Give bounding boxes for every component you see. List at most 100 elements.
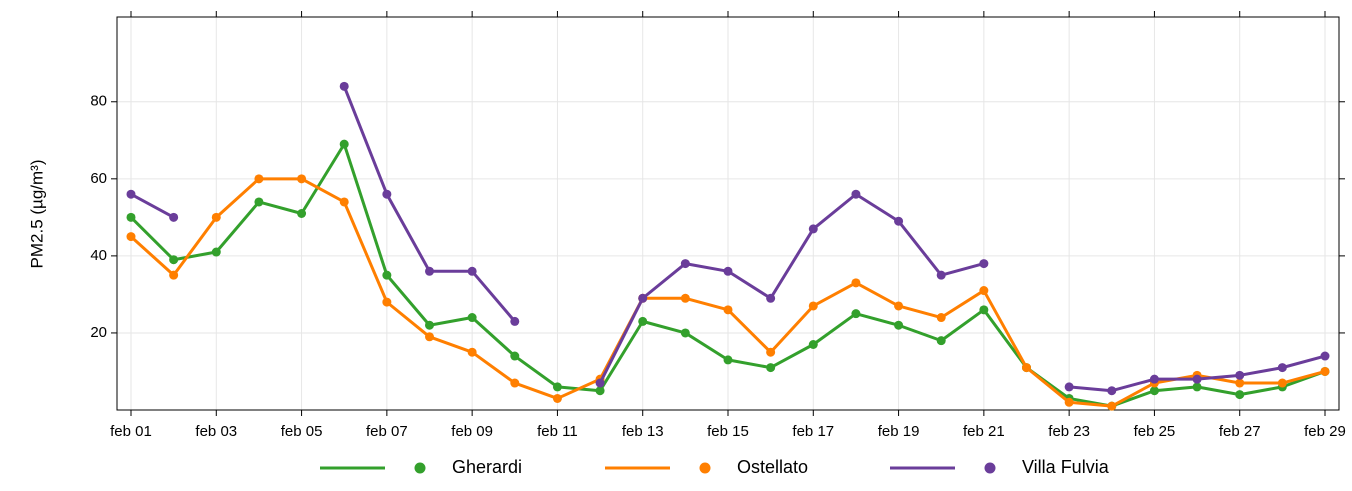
data-point bbox=[1235, 390, 1245, 400]
data-point bbox=[723, 355, 733, 365]
data-point bbox=[851, 278, 861, 288]
x-tick-label: feb 03 bbox=[195, 423, 237, 440]
data-point bbox=[254, 197, 264, 207]
data-point bbox=[1064, 397, 1074, 407]
data-point bbox=[297, 174, 307, 184]
data-point bbox=[211, 247, 221, 257]
data-point bbox=[894, 320, 904, 330]
data-point bbox=[1235, 370, 1245, 380]
data-point bbox=[467, 266, 477, 276]
data-point bbox=[254, 174, 264, 184]
data-point bbox=[894, 301, 904, 311]
x-tick-label: feb 01 bbox=[110, 423, 152, 440]
data-point bbox=[894, 216, 904, 226]
data-point bbox=[936, 313, 946, 323]
data-point bbox=[766, 363, 776, 373]
data-point bbox=[638, 316, 648, 326]
data-point bbox=[808, 340, 818, 349]
data-point bbox=[1107, 386, 1117, 396]
data-point bbox=[979, 305, 989, 315]
data-point bbox=[936, 270, 946, 280]
data-point bbox=[766, 293, 776, 303]
data-point bbox=[552, 393, 562, 403]
data-point bbox=[1064, 382, 1074, 392]
data-point bbox=[510, 316, 520, 326]
data-point bbox=[723, 305, 733, 315]
x-tick-label: feb 29 bbox=[1304, 423, 1346, 440]
x-tick-label: feb 13 bbox=[622, 423, 664, 440]
data-point bbox=[552, 382, 562, 392]
data-point bbox=[680, 259, 690, 269]
data-point bbox=[851, 309, 861, 319]
data-point bbox=[1192, 382, 1202, 392]
data-point bbox=[339, 81, 349, 91]
data-point bbox=[808, 301, 818, 311]
data-point bbox=[382, 189, 392, 199]
x-tick-label: feb 21 bbox=[963, 423, 1005, 440]
data-point bbox=[1235, 378, 1245, 388]
data-point bbox=[339, 139, 349, 149]
x-tick-label: feb 15 bbox=[707, 423, 749, 440]
data-point bbox=[1107, 401, 1117, 411]
data-point bbox=[1022, 363, 1031, 373]
x-tick-label: feb 25 bbox=[1134, 423, 1176, 440]
data-point bbox=[979, 259, 989, 269]
data-point bbox=[723, 266, 733, 276]
x-tick-label: feb 23 bbox=[1048, 423, 1090, 440]
data-point bbox=[467, 313, 477, 323]
data-point bbox=[169, 212, 179, 222]
legend-label: Villa Fulvia bbox=[1022, 457, 1110, 477]
data-point bbox=[1320, 366, 1330, 376]
legend-marker bbox=[699, 462, 711, 474]
data-point bbox=[1320, 351, 1330, 361]
y-tick-label: 80 bbox=[90, 93, 107, 110]
y-axis-label: PM2.5 (µg/m³) bbox=[27, 160, 46, 269]
x-tick-label: feb 09 bbox=[451, 423, 493, 440]
legend-marker bbox=[984, 462, 996, 474]
data-point bbox=[510, 378, 520, 388]
y-tick-label: 60 bbox=[90, 170, 107, 187]
legend: Gherardi Ostellato Villa Fulvia bbox=[320, 457, 1110, 477]
data-point bbox=[126, 232, 136, 242]
data-point bbox=[1149, 374, 1159, 384]
data-point bbox=[979, 286, 989, 296]
legend-label: Gherardi bbox=[452, 457, 522, 477]
data-point bbox=[211, 212, 221, 222]
data-point bbox=[425, 332, 434, 342]
x-tick-label: feb 11 bbox=[537, 423, 578, 440]
data-point bbox=[595, 378, 605, 388]
data-point bbox=[595, 386, 605, 396]
data-point bbox=[297, 209, 307, 218]
data-point bbox=[680, 293, 690, 303]
data-point bbox=[425, 266, 434, 276]
data-point bbox=[425, 320, 434, 330]
data-point bbox=[382, 270, 392, 280]
y-tick-label: 40 bbox=[90, 247, 107, 264]
data-point bbox=[467, 347, 477, 357]
x-tick-label: feb 27 bbox=[1219, 423, 1261, 440]
data-point bbox=[766, 347, 776, 357]
data-point bbox=[510, 351, 520, 361]
data-point bbox=[808, 224, 818, 234]
data-point bbox=[1192, 374, 1202, 384]
data-point bbox=[1277, 363, 1287, 373]
legend-label: Ostellato bbox=[737, 457, 808, 477]
data-point bbox=[1277, 378, 1287, 388]
data-point bbox=[638, 293, 648, 303]
data-point bbox=[680, 328, 690, 338]
x-tick-label: feb 07 bbox=[366, 423, 408, 440]
legend-marker bbox=[414, 462, 426, 474]
x-tick-label: feb 19 bbox=[878, 423, 920, 440]
data-point bbox=[1149, 386, 1159, 396]
data-point bbox=[851, 189, 861, 199]
data-point bbox=[169, 255, 179, 265]
data-point bbox=[936, 336, 946, 346]
data-point bbox=[126, 189, 136, 199]
data-point bbox=[169, 270, 179, 280]
data-point bbox=[339, 197, 349, 207]
data-point bbox=[126, 212, 136, 222]
data-point bbox=[382, 297, 392, 307]
y-tick-label: 20 bbox=[90, 324, 107, 341]
